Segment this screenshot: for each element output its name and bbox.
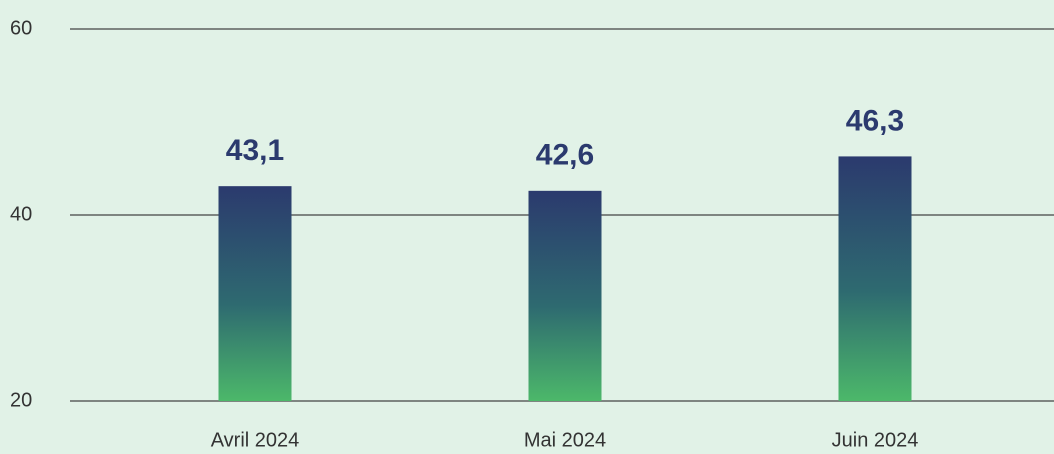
bar xyxy=(528,190,602,401)
y-tick-label: 40 xyxy=(10,203,32,225)
value-label: 43,1 xyxy=(226,134,284,167)
value-label: 42,6 xyxy=(536,139,594,172)
x-tick-label: Juin 2024 xyxy=(832,429,919,451)
x-tick-label: Mai 2024 xyxy=(524,429,606,451)
x-tick-label: Avril 2024 xyxy=(211,429,300,451)
value-label: 46,3 xyxy=(846,104,904,137)
bar xyxy=(218,186,292,401)
y-tick-label: 20 xyxy=(10,389,32,411)
bar xyxy=(838,156,912,401)
y-tick-label: 60 xyxy=(10,17,32,39)
